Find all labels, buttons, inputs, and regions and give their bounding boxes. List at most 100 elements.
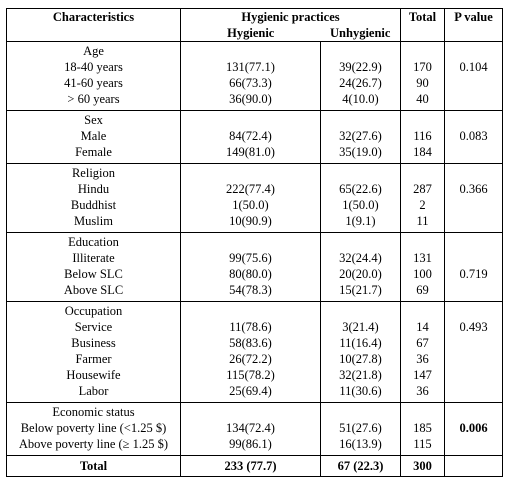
spacer <box>321 112 400 128</box>
spacer <box>321 234 400 250</box>
hygienic: 26(72.2) <box>229 352 272 366</box>
total: 40 <box>416 92 429 106</box>
unhygienic: 24(26.7) <box>339 76 382 90</box>
header-cell: Total <box>400 8 445 42</box>
spacer <box>445 351 502 367</box>
group-row: Sex Male Female 84(72.4) 149(81.0) 32(27.6) 35… <box>6 110 503 164</box>
spacer <box>445 282 502 298</box>
hygienic: 10(90.9) <box>229 214 272 228</box>
group-row: Age 18-40 years 41-60 years > 60 years 131(7… <box>6 41 503 111</box>
unhygienic: 65(22.6) <box>339 182 382 196</box>
unhygienic: 32(21.8) <box>339 368 382 382</box>
spacer <box>401 112 444 128</box>
total: 100 <box>413 267 432 281</box>
spacer <box>445 165 502 181</box>
unhygienic-cell: 65(22.6) 1(50.0) 1(9.1) <box>320 163 401 233</box>
empty-cell <box>444 455 503 477</box>
row-label: Housewife <box>66 368 121 382</box>
header-row: Characteristics Hygienic practices Total… <box>6 8 503 42</box>
p-value-cell: 0.493 <box>444 301 503 403</box>
row-label: > 60 years <box>67 92 120 106</box>
p-value: 0.006 <box>459 421 488 435</box>
total: 170 <box>413 60 432 74</box>
hygienic-cell: 222(77.4) 1(50.0) 10(90.9) <box>180 163 321 233</box>
total: 115 <box>413 437 432 451</box>
spacer <box>401 165 444 181</box>
characteristic-cell: Economic status Below poverty line (<1.25… <box>6 402 181 456</box>
total: 90 <box>416 76 429 90</box>
spacer <box>181 303 320 319</box>
row-label: Above SLC <box>63 283 124 297</box>
hygienic-cell: 131(77.1) 66(73.3) 36(90.0) <box>180 41 321 111</box>
total: 147 <box>413 368 432 382</box>
total: 2 <box>419 198 426 212</box>
spacer <box>445 234 502 250</box>
row-label: Business <box>71 336 116 350</box>
hygienic-cell: 99(75.6) 80(80.0) 54(78.3) <box>180 232 321 302</box>
row-label: Service <box>74 320 113 334</box>
spacer <box>445 436 502 452</box>
hygienic-cell: 11(78.6) 58(83.6) 26(72.2) 115(78.2) 25(69.4… <box>180 301 321 403</box>
p-value: 0.719 <box>459 267 488 281</box>
total: 69 <box>416 283 429 297</box>
unhygienic: 10(27.8) <box>339 352 382 366</box>
characteristic-cell: Education Illiterate Below SLC Above SLC <box>6 232 181 302</box>
group-label: Age <box>83 44 104 58</box>
spacer <box>445 197 502 213</box>
total-cell: 287 2 11 <box>400 163 445 233</box>
spacer <box>445 250 502 266</box>
p-value-cell: 0.083 <box>444 110 503 164</box>
hygienic: 131(77.1) <box>226 60 275 74</box>
spacer <box>445 303 502 319</box>
hygienic: 11(78.6) <box>229 320 272 334</box>
total-total: 300 <box>400 455 445 477</box>
total: 14 <box>416 320 429 334</box>
p-value-cell: 0.719 <box>444 232 503 302</box>
spacer <box>445 75 502 91</box>
total-cell: 116 184 <box>400 110 445 164</box>
unhygienic: 32(24.4) <box>339 251 382 265</box>
spacer <box>445 144 502 160</box>
total-row: Total 233 (77.7) 67 (22.3) 300 <box>6 455 503 477</box>
unhygienic: 3(21.4) <box>342 320 379 334</box>
group-row: Occupation Service Business Farmer Housewife… <box>6 301 503 403</box>
group-label: Sex <box>84 113 103 127</box>
row-label: 18-40 years <box>64 60 123 74</box>
group-row: Economic status Below poverty line (<1.25… <box>6 402 503 456</box>
spacer <box>401 234 444 250</box>
total-unhygienic: 67 (22.3) <box>320 455 401 477</box>
p-value-cell: 0.104 <box>444 41 503 111</box>
total: 131 <box>413 251 432 265</box>
unhygienic: 1(9.1) <box>345 214 376 228</box>
spacer <box>181 404 320 420</box>
total-label: Total <box>6 455 181 477</box>
total-cell: 131 100 69 <box>400 232 445 302</box>
row-label: 41-60 years <box>64 76 123 90</box>
spacer <box>445 383 502 399</box>
group-label: Education <box>68 235 119 249</box>
group-row: Education Illiterate Below SLC Above SLC 99(… <box>6 232 503 302</box>
unhygienic: 4(10.0) <box>342 92 379 106</box>
unhygienic: 16(13.9) <box>339 437 382 451</box>
total-cell: 170 90 40 <box>400 41 445 111</box>
row-label: Female <box>75 145 112 159</box>
spacer <box>445 91 502 107</box>
spacer <box>445 43 502 59</box>
p-value: 0.104 <box>459 60 488 74</box>
unhygienic: 35(19.0) <box>339 145 382 159</box>
unhygienic-cell: 32(27.6) 35(19.0) <box>320 110 401 164</box>
total: 11 <box>416 214 429 228</box>
group-label: Religion <box>71 166 116 180</box>
row-label: Below SLC <box>64 267 123 281</box>
unhygienic: 11(30.6) <box>339 384 382 398</box>
spacer <box>321 404 400 420</box>
unhygienic: 51(27.6) <box>339 421 382 435</box>
total: 67 <box>416 336 429 350</box>
group-label: Occupation <box>64 304 123 318</box>
spacer <box>401 303 444 319</box>
hygienic: 115(78.2) <box>226 368 275 382</box>
spacer <box>445 213 502 229</box>
hygienic: 54(78.3) <box>229 283 272 297</box>
spacer <box>181 165 320 181</box>
spacer <box>445 335 502 351</box>
